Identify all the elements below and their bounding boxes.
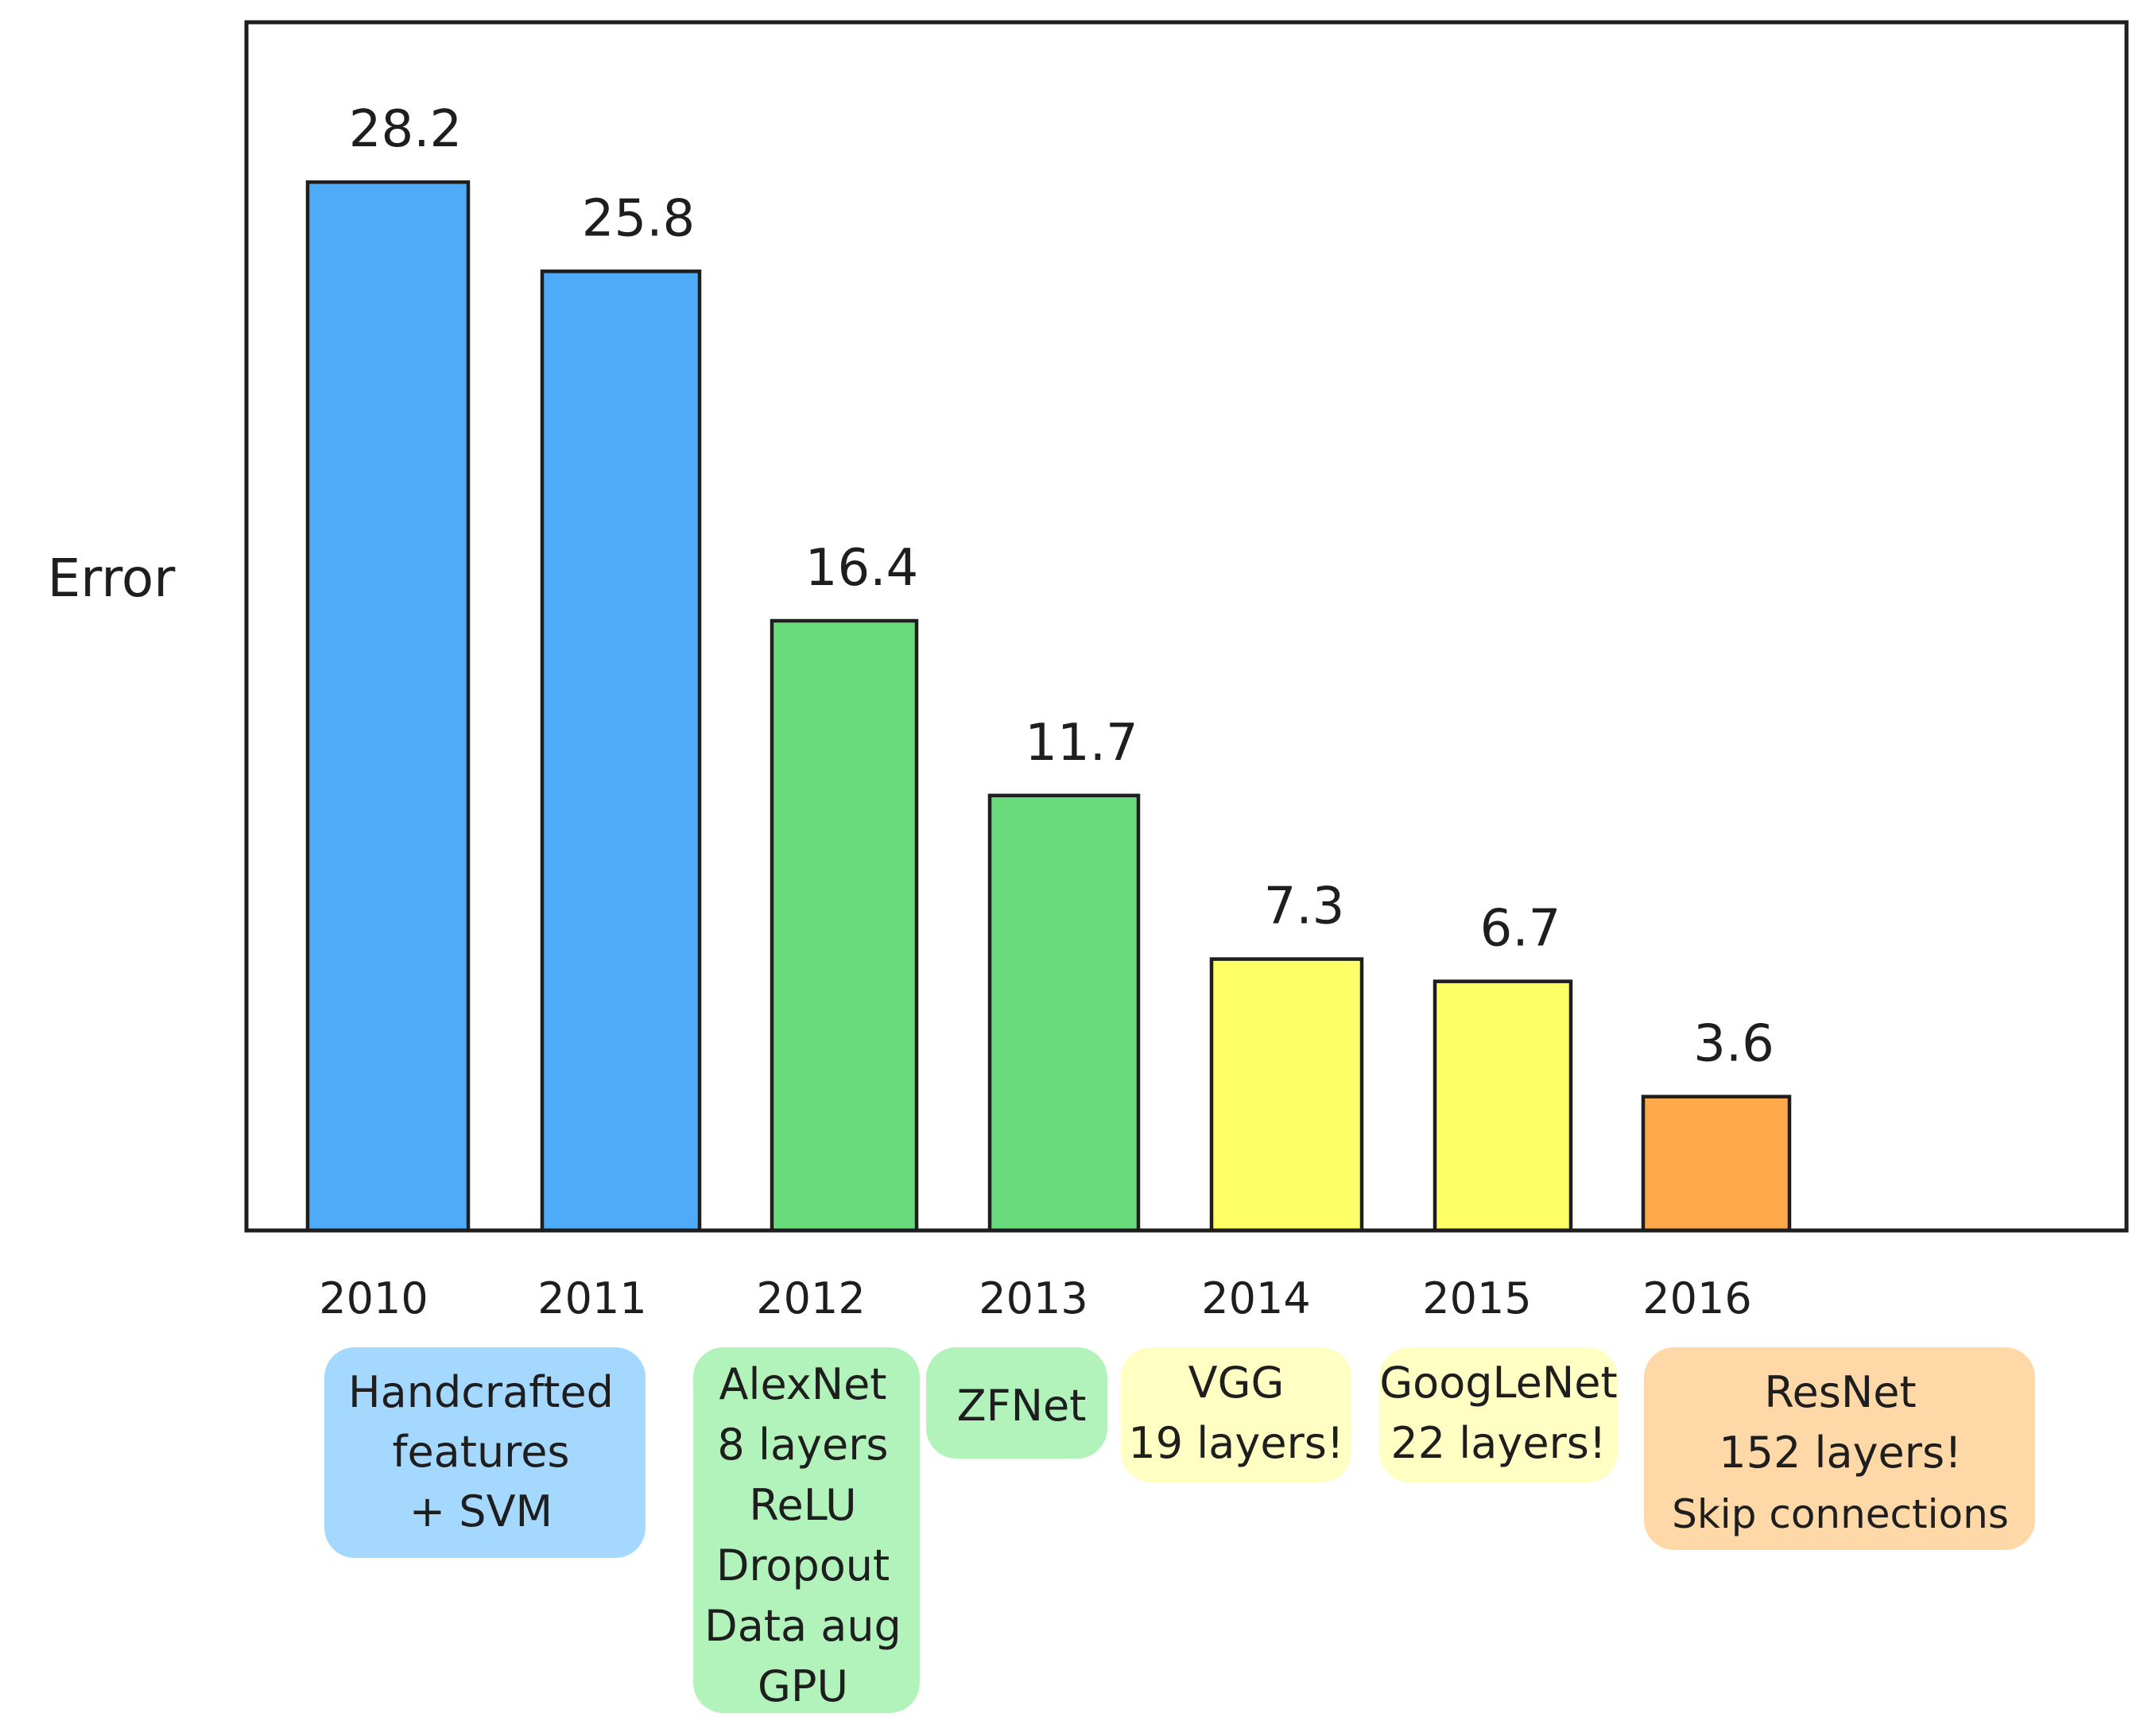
- annotation-line-2012-5: Data aug: [704, 1601, 901, 1651]
- x-tick-label-2014: 2014: [1201, 1273, 1310, 1323]
- annotation-line-2016-2: 152 layers!: [1719, 1428, 1962, 1478]
- value-label-2015: 6.7: [1480, 900, 1561, 959]
- value-label-2014: 7.3: [1264, 878, 1345, 936]
- annotation-box-2014: [1121, 1347, 1351, 1482]
- bar-2016: [1641, 1095, 1792, 1233]
- annotation-box-2010: [324, 1347, 646, 1558]
- annotation-line-2012-4: Dropout: [716, 1540, 890, 1591]
- y-axis-label: Error: [48, 548, 176, 609]
- value-label-2011: 25.8: [582, 189, 696, 248]
- bar-2011: [540, 269, 702, 1233]
- bar-2014: [1209, 957, 1364, 1233]
- annotation-line-2012-6: GPU: [758, 1661, 848, 1711]
- x-tick-label-2012: 2012: [756, 1273, 865, 1323]
- bar-2012: [770, 618, 919, 1233]
- x-tick-label-2011: 2011: [537, 1273, 646, 1323]
- bar-2010: [305, 180, 471, 1233]
- annotation-line-2015-1: GoogLeNet: [1379, 1358, 1617, 1408]
- annotation-line-2015-2: 22 layers!: [1390, 1418, 1606, 1468]
- annotation-box-2013: [926, 1347, 1107, 1459]
- annotation-line-2010-2: features: [392, 1427, 569, 1477]
- x-tick-label-2010: 2010: [319, 1273, 428, 1323]
- bars-group: [305, 180, 1792, 1233]
- x-tick-label-2015: 2015: [1422, 1273, 1531, 1323]
- value-label-2010: 28.2: [349, 100, 463, 159]
- annotation-box-2015: [1379, 1347, 1618, 1482]
- x-tick-label-2016: 2016: [1642, 1273, 1751, 1323]
- x-tick-label-2013: 2013: [979, 1273, 1088, 1323]
- annotation-line-2010-3: + SVM: [409, 1486, 552, 1536]
- annotation-box-2012: [693, 1347, 920, 1713]
- annotation-line-2012-1: AlexNet: [719, 1359, 887, 1409]
- value-label-2012: 16.4: [805, 539, 919, 598]
- annotation-line-2013-1: ZFNet: [957, 1381, 1087, 1431]
- annotation-line-2012-2: 8 layers: [717, 1420, 888, 1470]
- annotation-line-2012-3: ReLU: [749, 1480, 856, 1530]
- value-label-2013: 11.7: [1025, 714, 1138, 773]
- value-labels-group: 28.2 25.8 16.4 11.7 7.3 6.7 3.6: [349, 100, 1774, 1074]
- annotation-box-2016: [1644, 1347, 2035, 1550]
- annotation-line-2014-2: 19 layers!: [1128, 1418, 1343, 1468]
- annotations-group: Handcrafted features + SVM AlexNet 8 layers R…: [324, 1347, 2035, 1713]
- value-label-2016: 3.6: [1693, 1015, 1774, 1074]
- bar-2015: [1433, 979, 1573, 1233]
- plot-frame: [244, 20, 2129, 1233]
- bar-2013: [987, 793, 1141, 1233]
- annotation-line-2016-1: ResNet: [1764, 1367, 1916, 1417]
- x-tick-labels-group: 2010 2011 2012 2013 2014 2015 2016: [319, 1273, 1751, 1323]
- annotation-line-2010-1: Handcrafted: [348, 1367, 614, 1417]
- annotation-line-2014-1: VGG: [1188, 1358, 1285, 1408]
- annotation-line-2016-3: Skip connections: [1672, 1491, 2009, 1537]
